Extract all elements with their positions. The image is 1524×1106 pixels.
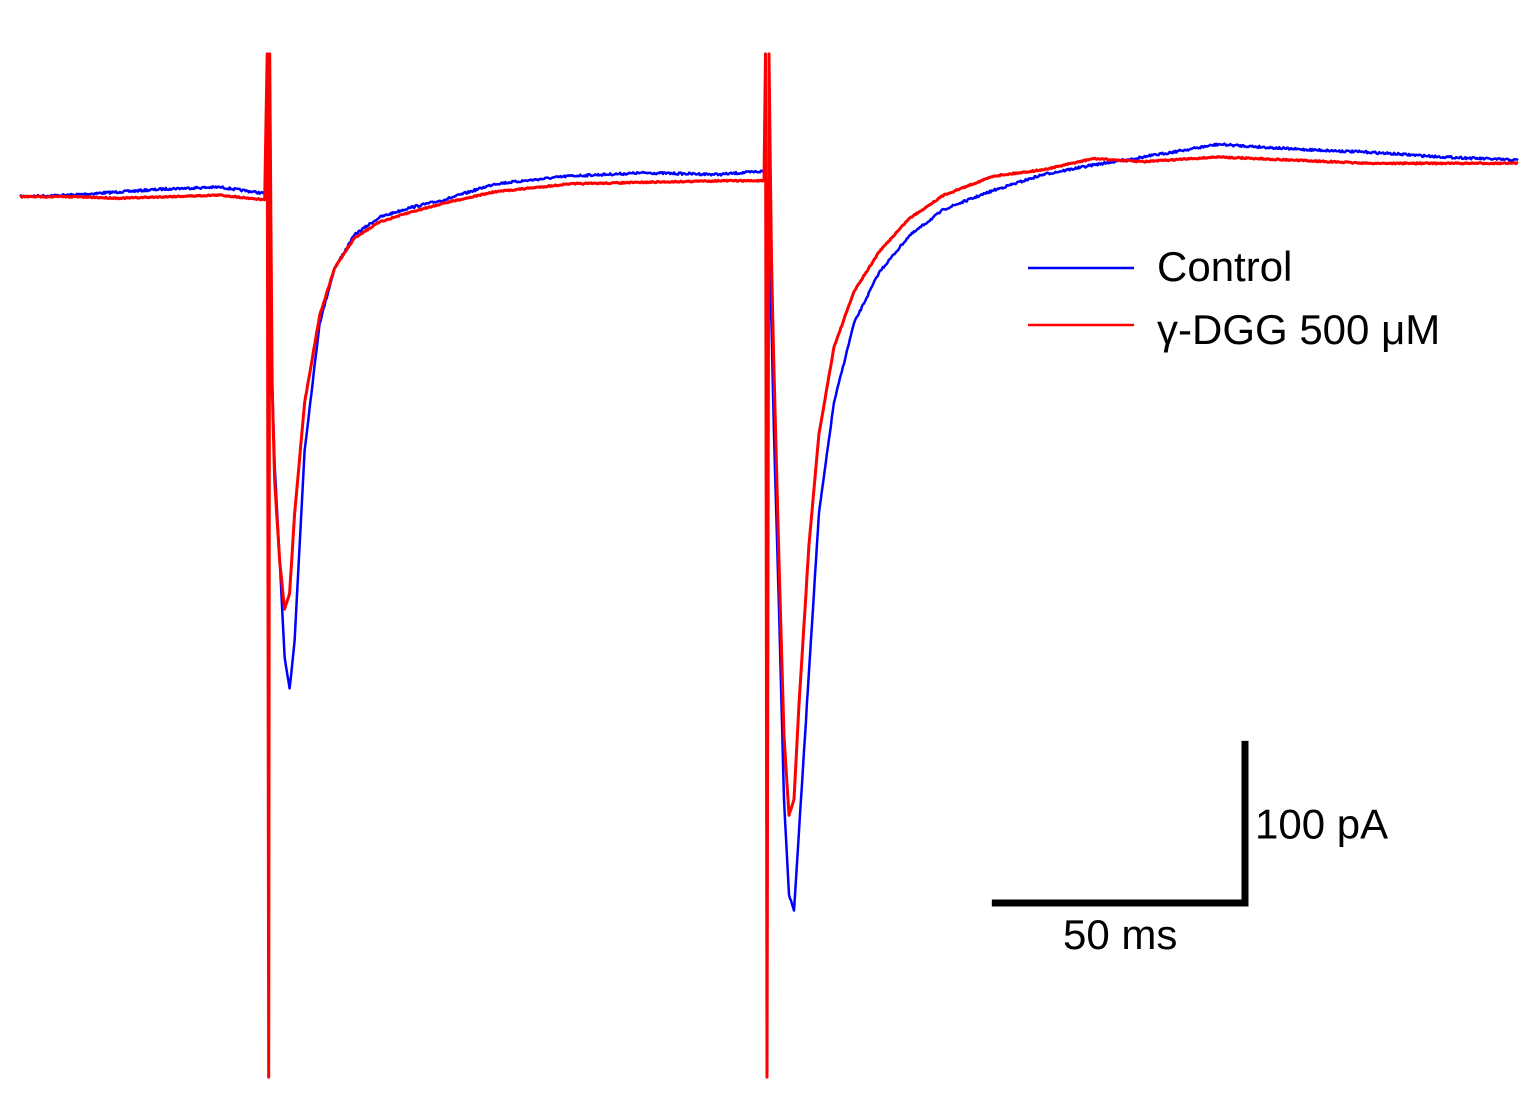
- legend-label-control: Control: [1157, 243, 1292, 290]
- traces-group: [19, 52, 1519, 1079]
- scale-bar-current-label: 100 pA: [1255, 801, 1388, 848]
- scale-bar-time-label: 50 ms: [1063, 911, 1177, 958]
- legend-label-gamma-dgg: γ-DGG 500 μM: [1157, 306, 1440, 353]
- legend: Control γ-DGG 500 μM: [1028, 243, 1440, 353]
- scale-bar: 50 ms 100 pA: [991, 740, 1388, 958]
- trace-gamma-dgg: [19, 52, 1519, 1079]
